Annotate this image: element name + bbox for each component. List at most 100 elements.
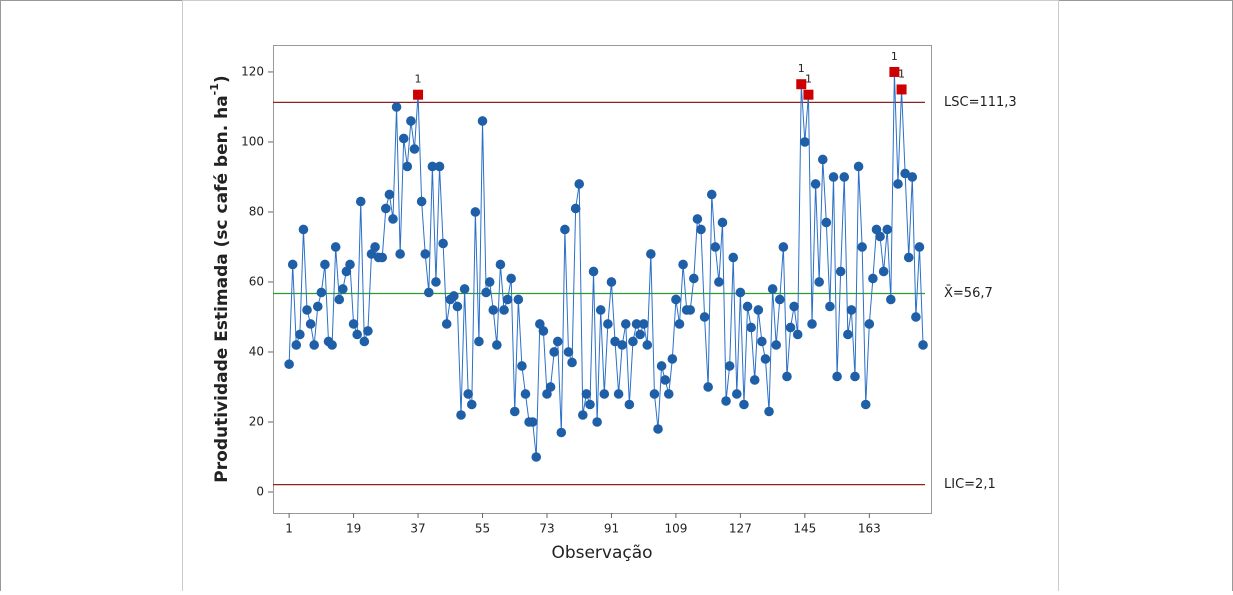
- x-tick-label: 145: [793, 522, 816, 536]
- data-point: [735, 287, 746, 298]
- data-point: [814, 277, 824, 287]
- data-point: [767, 284, 778, 294]
- data-point: [452, 301, 463, 312]
- data-point: [488, 305, 499, 315]
- data-point: [506, 273, 516, 284]
- data-point: [624, 399, 635, 410]
- data-point: [345, 259, 355, 270]
- alert-point: [889, 66, 900, 77]
- x-tick-label: 109: [664, 522, 687, 536]
- data-point: [642, 340, 653, 350]
- data-point: [774, 294, 785, 305]
- data-point: [320, 259, 330, 270]
- data-point: [563, 347, 574, 357]
- data-point: [406, 116, 416, 126]
- data-point: [531, 452, 542, 462]
- data-point: [732, 389, 742, 399]
- data-point: [363, 326, 373, 336]
- y-tick-label: 100: [241, 134, 264, 148]
- data-point: [914, 242, 925, 252]
- data-point: [613, 389, 624, 399]
- data-point: [470, 207, 481, 217]
- x-tick-label: 37: [410, 522, 425, 536]
- data-point: [832, 371, 842, 382]
- data-point: [295, 329, 305, 340]
- data-point: [552, 336, 563, 347]
- data-point: [438, 238, 448, 249]
- data-point: [409, 144, 420, 154]
- data-point: [431, 277, 441, 287]
- data-point: [653, 424, 663, 434]
- data-point: [556, 427, 567, 438]
- x-tick-label: 163: [858, 522, 881, 536]
- data-point: [782, 371, 792, 382]
- y-axis-title-main: Produtividade Estimada (sc café ben. ha: [212, 95, 232, 482]
- x-tick-label: 1: [285, 522, 293, 536]
- data-point: [477, 116, 488, 126]
- alert-point: [896, 84, 907, 95]
- data-point: [853, 161, 864, 172]
- data-point: [907, 172, 918, 182]
- data-point: [635, 329, 645, 340]
- data-point: [739, 399, 749, 410]
- alert-point: [796, 79, 807, 90]
- data-point: [441, 319, 452, 329]
- data-point: [578, 410, 588, 420]
- data-point: [466, 399, 477, 410]
- data-point: [821, 217, 832, 228]
- data-point: [628, 336, 638, 347]
- data-point: [667, 354, 678, 364]
- data-point: [474, 336, 484, 347]
- data-point: [911, 312, 921, 322]
- data-point: [817, 154, 828, 165]
- data-point: [298, 224, 309, 235]
- data-point: [678, 259, 688, 270]
- alert-label: 1: [798, 62, 805, 75]
- x-tick-label: 73: [539, 522, 554, 536]
- y-tick-label: 60: [249, 274, 264, 288]
- y-tick-label: 80: [249, 204, 264, 218]
- reference-label: X̄=56,7: [944, 286, 993, 301]
- data-point: [287, 259, 298, 270]
- alert-label: 1: [898, 67, 905, 80]
- data-point: [370, 242, 380, 252]
- data-point: [610, 336, 620, 347]
- x-tick-label: 19: [346, 522, 361, 536]
- data-point: [703, 382, 713, 392]
- data-point: [395, 249, 405, 259]
- data-point: [302, 305, 312, 315]
- data-point: [825, 301, 835, 312]
- data-point: [484, 277, 495, 287]
- data-point: [839, 172, 850, 182]
- data-point: [692, 214, 703, 224]
- data-point: [456, 410, 466, 420]
- data-point: [499, 305, 509, 315]
- data-point: [868, 273, 878, 284]
- data-point: [714, 277, 724, 287]
- data-point: [284, 359, 294, 370]
- data-point: [585, 399, 595, 410]
- data-point: [334, 294, 345, 305]
- y-axis-title-end: ): [212, 75, 232, 83]
- data-point: [384, 189, 395, 200]
- data-point: [843, 329, 853, 340]
- data-point: [560, 224, 570, 235]
- data-line: [288, 71, 924, 458]
- data-point: [305, 319, 316, 329]
- y-axis-title: Produtividade Estimada (sc café ben. ha-…: [208, 75, 232, 482]
- data-point: [850, 371, 860, 382]
- data-point: [660, 375, 670, 385]
- data-point: [513, 294, 524, 305]
- data-point: [581, 389, 592, 399]
- x-axis-title: Observação: [551, 543, 652, 563]
- data-point: [807, 319, 817, 329]
- data-point: [338, 284, 348, 294]
- y-tick-label: 20: [249, 414, 264, 428]
- data-point: [878, 266, 889, 277]
- data-point: [545, 382, 556, 392]
- data-point: [864, 319, 875, 329]
- data-point: [749, 375, 760, 385]
- data-point: [617, 340, 627, 350]
- data-point: [327, 340, 337, 350]
- data-point: [620, 319, 631, 329]
